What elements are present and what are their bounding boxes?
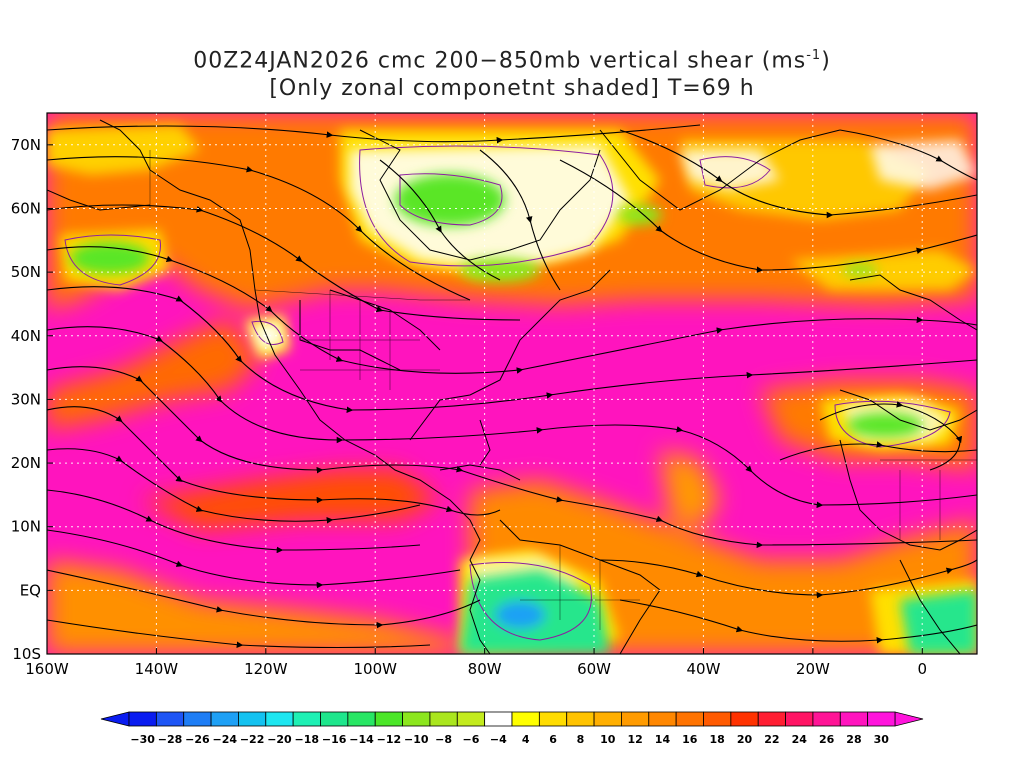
colorbar-swatch bbox=[320, 711, 349, 727]
colorbar-min-arrow bbox=[100, 711, 130, 727]
lon-tick-label: 160W bbox=[25, 660, 69, 678]
lon-tick-label: 120W bbox=[244, 660, 288, 678]
colorbar-label: −24 bbox=[212, 733, 237, 746]
colorbar-label: 28 bbox=[846, 733, 861, 746]
lon-tick-label: 140W bbox=[135, 660, 179, 678]
lon-tick-label: 40W bbox=[687, 660, 721, 678]
latitude-axis: 70N 60N 50N 40N 30N 20N 10N EQ 10S bbox=[11, 136, 53, 663]
colorbar-swatch bbox=[402, 711, 431, 727]
colorbar-label: 22 bbox=[764, 733, 779, 746]
colorbar-swatch bbox=[538, 711, 568, 727]
colorbar-swatch bbox=[757, 711, 786, 727]
colorbar-label: −10 bbox=[404, 733, 429, 746]
lat-tick-label: 30N bbox=[11, 390, 41, 408]
colorbar-swatch bbox=[703, 711, 732, 727]
colorbar-swatch bbox=[128, 711, 157, 727]
colorbar-swatch bbox=[238, 711, 267, 727]
colorbar-label: 14 bbox=[655, 733, 671, 746]
lon-tick-label: 80W bbox=[468, 660, 502, 678]
colorbar-swatch bbox=[839, 711, 869, 727]
colorbar-label: 30 bbox=[874, 733, 890, 746]
title-line-1-close: ) bbox=[821, 48, 831, 74]
colorbar-swatch bbox=[593, 711, 622, 727]
colorbar-swatch bbox=[867, 711, 896, 727]
colorbar-label: −4 bbox=[490, 733, 507, 746]
shear-contours bbox=[64, 145, 951, 641]
colorbar-label: 18 bbox=[710, 733, 725, 746]
colorbar-swatch bbox=[484, 711, 513, 727]
lon-tick-label: 20W bbox=[796, 660, 830, 678]
colorbar-swatch bbox=[347, 711, 376, 727]
colorbar-swatch bbox=[155, 711, 185, 727]
map-title-line-2: [Only zonal componetnt shaded] T=69 h bbox=[269, 76, 755, 101]
colorbar: −30 −28 −26 −24 −22 −20 −18 −16 −14 −12 −10 −8 −6 −4 4… bbox=[100, 711, 924, 746]
colorbar-label: 16 bbox=[682, 733, 698, 746]
colorbar-swatch bbox=[292, 711, 321, 727]
colorbar-label: 8 bbox=[577, 733, 585, 746]
lat-tick-label: 50N bbox=[11, 263, 41, 281]
lat-tick-label: 10S bbox=[12, 645, 41, 663]
lon-tick-label: 100W bbox=[354, 660, 398, 678]
title-line-1-text: 00Z24JAN2026 cmc 200−850mb vertical shea… bbox=[193, 48, 807, 74]
colorbar-swatch bbox=[456, 711, 486, 727]
lat-tick-label: EQ bbox=[20, 581, 41, 599]
lat-tick-label: 10N bbox=[11, 518, 41, 536]
longitude-axis: 160W 140W 120W 100W 80W 60W 40W 20W 0 bbox=[25, 648, 927, 678]
colorbar-label: −14 bbox=[349, 733, 374, 746]
lon-tick-label: 60W bbox=[577, 660, 611, 678]
colorbar-swatch bbox=[812, 711, 841, 727]
colorbar-label: 4 bbox=[522, 733, 530, 746]
colorbar-swatch bbox=[374, 711, 403, 727]
colorbar-label: 10 bbox=[600, 733, 616, 746]
colorbar-label: 12 bbox=[627, 733, 642, 746]
colorbar-swatch bbox=[210, 711, 239, 727]
colorbar-swatch bbox=[675, 711, 704, 727]
colorbar-swatch bbox=[730, 711, 759, 727]
colorbar-label: −20 bbox=[267, 733, 292, 746]
colorbar-swatch bbox=[183, 711, 212, 727]
colorbar-label: −12 bbox=[377, 733, 402, 746]
graticule bbox=[47, 113, 977, 654]
colorbar-label: −8 bbox=[435, 733, 452, 746]
lat-tick-label: 60N bbox=[11, 199, 41, 217]
colorbar-swatch bbox=[648, 711, 677, 727]
colorbar-max-arrow bbox=[894, 711, 924, 727]
colorbar-swatch bbox=[429, 711, 458, 727]
plot-frame bbox=[46, 112, 978, 655]
colorbar-label: 24 bbox=[792, 733, 808, 746]
map-plot-area bbox=[47, 113, 977, 654]
shading-green-layer bbox=[70, 174, 977, 654]
lat-tick-label: 40N bbox=[11, 327, 41, 345]
colorbar-label: 26 bbox=[819, 733, 835, 746]
colorbar-label: −18 bbox=[295, 733, 320, 746]
title-unit-exponent: -1 bbox=[806, 48, 822, 63]
colorbar-label: −6 bbox=[463, 733, 480, 746]
colorbar-swatch bbox=[785, 711, 814, 727]
colorbar-label: 20 bbox=[737, 733, 753, 746]
colorbar-swatch bbox=[265, 711, 294, 727]
colorbar-label: −30 bbox=[130, 733, 155, 746]
colorbar-label: 6 bbox=[549, 733, 557, 746]
colorbar-swatch bbox=[511, 711, 540, 727]
colorbar-swatch bbox=[621, 711, 650, 727]
lon-tick-label: 0 bbox=[918, 660, 928, 678]
colorbar-swatch bbox=[566, 711, 595, 727]
colorbar-label: −28 bbox=[158, 733, 183, 746]
lat-tick-label: 70N bbox=[11, 136, 41, 154]
lat-tick-label: 20N bbox=[11, 454, 41, 472]
colorbar-label: −16 bbox=[322, 733, 347, 746]
streamlines bbox=[47, 124, 977, 649]
colorbar-label: −26 bbox=[185, 733, 210, 746]
map-title-line-1: 00Z24JAN2026 cmc 200−850mb vertical shea… bbox=[0, 48, 1024, 73]
colorbar-label: −22 bbox=[240, 733, 265, 746]
